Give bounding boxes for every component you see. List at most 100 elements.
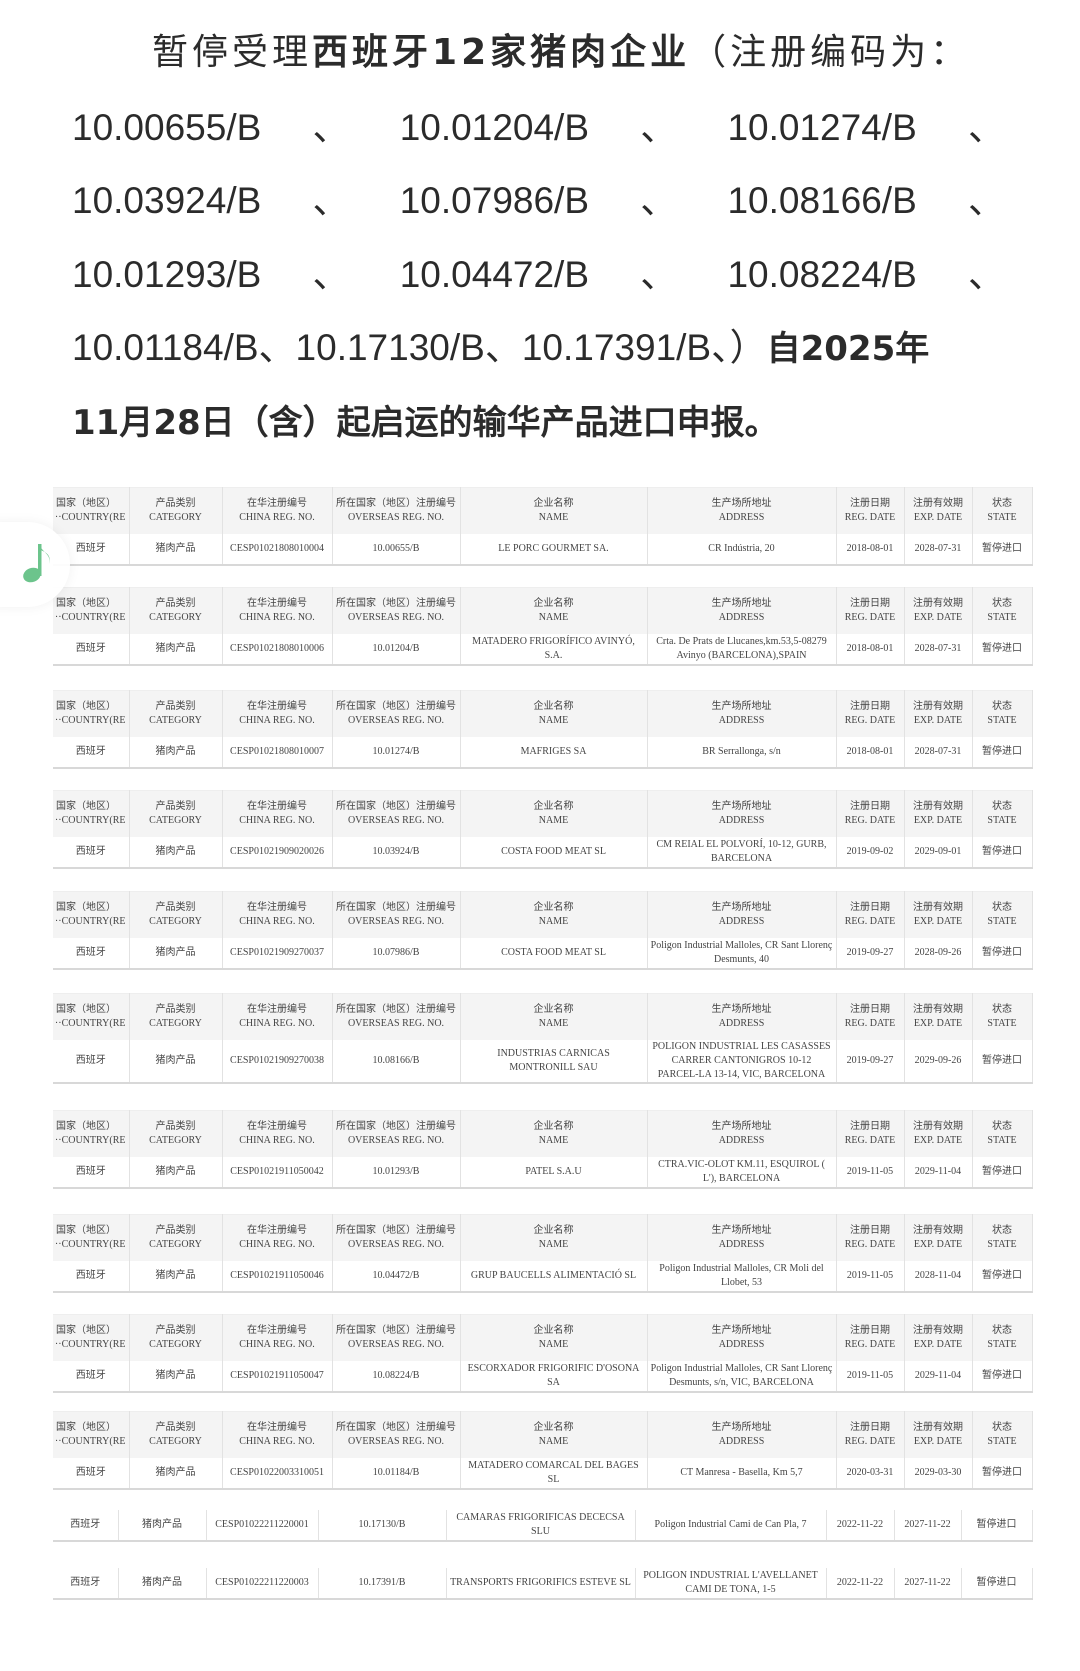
cell-name: MATADERO COMARCAL DEL BAGES SL (460, 1458, 648, 1489)
header-label-zh: 所在国家（地区）注册编号 (336, 1225, 456, 1236)
header-label-zh: 生产场所地址 (711, 1422, 772, 1433)
cell-china-reg-no: CESP01021909270038 (222, 1040, 333, 1083)
header-label-zh: 在华注册编号 (247, 1325, 307, 1336)
cell-name: GRUP BAUCELLS ALIMENTACIÓ SL (460, 1261, 648, 1292)
cell-exp-date: 2029-11-04 (904, 1157, 973, 1188)
cell-overseas-reg-no: 10.01274/B (332, 737, 461, 768)
header-label-en: STATE (987, 715, 1017, 726)
header-label-en: EXP. DATE (913, 1339, 963, 1350)
header-label-zh: 产品类别 (155, 1121, 196, 1132)
text-segment-bold: 自2025年 (766, 329, 930, 369)
enterprise-table: 国家（地区） COUNTRY(RE··· 产品类别 CATEGORY 在华注册编号 CHI… (53, 790, 1033, 869)
column-header-address: 生产场所地址 ADDRESS (647, 1214, 837, 1261)
cell-address: Poligon Industrial Malloles, CR Sant Llo… (647, 1361, 837, 1392)
enterprise-table: 国家（地区） COUNTRY(RE··· 产品类别 CATEGORY 在华注册编号 CHI… (53, 1314, 1033, 1393)
header-label-en: REG. DATE (844, 715, 896, 726)
header-label-en: NAME (538, 1436, 569, 1447)
header-label-en: COUNTRY(RE··· (56, 612, 126, 623)
column-header-category: 产品类别 CATEGORY (129, 993, 223, 1040)
reg-code: 10.07986/B (399, 180, 590, 221)
cell-reg-date: 2020-03-31 (836, 1458, 905, 1489)
column-header-china-reg-no: 在华注册编号 CHINA REG. NO. (222, 891, 333, 938)
cell-china-reg-no: CESP01021808010007 (222, 737, 333, 768)
header-label-en: COUNTRY(RE··· (56, 1339, 126, 1350)
header-label-en: COUNTRY(RE··· (56, 1018, 126, 1029)
header-label-en: CHINA REG. NO. (239, 1135, 315, 1146)
header-label-zh: 注册日期 (850, 498, 890, 509)
header-label-en: ADDRESS (718, 1018, 765, 1029)
header-label-en: REG. DATE (844, 815, 896, 826)
enterprise-table: 西班牙 猪肉产品 CESP01022211220003 10.17391/B TRANS… (53, 1568, 1033, 1600)
cell-china-reg-no: CESP01021808010004 (222, 534, 333, 565)
header-label-en: STATE (987, 1135, 1017, 1146)
header-label-en: REG. DATE (844, 1135, 896, 1146)
music-note-icon[interactable] (22, 540, 54, 584)
column-header-country: 国家（地区） COUNTRY(RE··· (53, 1110, 130, 1157)
header-label-en: OVERSEAS REG. NO. (347, 815, 445, 826)
header-label-en: OVERSEAS REG. NO. (347, 512, 445, 523)
cell-exp-date: 2027-11-22 (894, 1510, 962, 1541)
column-header-exp-date: 注册有效期 EXP. DATE (904, 993, 973, 1040)
header-label-en: COUNTRY(RE··· (56, 815, 126, 826)
column-header-country: 国家（地区） COUNTRY(RE··· (53, 1314, 130, 1361)
column-header-address: 生产场所地址 ADDRESS (647, 690, 837, 737)
header-label-zh: 注册有效期 (913, 902, 963, 913)
header-label-zh: 所在国家（地区）注册编号 (336, 1422, 456, 1433)
header-label-zh: 所在国家（地区）注册编号 (336, 801, 456, 812)
header-label-en: NAME (538, 612, 569, 623)
header-label-en: REG. DATE (844, 1436, 896, 1447)
column-header-name: 企业名称 NAME (460, 891, 648, 938)
header-label-en: OVERSEAS REG. NO. (347, 612, 445, 623)
separator: 、 (312, 180, 350, 221)
column-header-name: 企业名称 NAME (460, 587, 648, 634)
table-row: 西班牙 猪肉产品 CESP01021808010006 10.01204/B MATAD… (53, 634, 1033, 665)
enterprise-table: 国家（地区） COUNTRY(RE··· 产品类别 CATEGORY 在华注册编号 CHI… (53, 891, 1033, 970)
header-label-en: REG. DATE (844, 1339, 896, 1350)
cell-china-reg-no: CESP01021911050046 (222, 1261, 333, 1292)
cell-name: INDUSTRIAS CARNICAS MONTRONILL SAU (460, 1040, 648, 1083)
cell-reg-date: 2022-11-22 (826, 1568, 895, 1599)
table-row: 西班牙 猪肉产品 CESP01022211220003 10.17391/B TRANS… (53, 1568, 1033, 1599)
floating-music-button[interactable] (0, 522, 70, 607)
header-label-en: CATEGORY (149, 512, 202, 523)
column-header-country: 国家（地区） COUNTRY(RE··· (53, 690, 130, 737)
cell-name: MATADERO FRIGORÍFICO AVINYÓ, S.A. (460, 634, 648, 665)
cell-exp-date: 2028-09-26 (904, 938, 973, 969)
cell-overseas-reg-no: 10.01184/B (332, 1458, 461, 1489)
header-label-zh: 在华注册编号 (247, 1004, 307, 1015)
cell-category: 猪肉产品 (129, 1040, 223, 1083)
table-row: 西班牙 猪肉产品 CESP01022003310051 10.01184/B MATAD… (53, 1458, 1033, 1489)
cell-overseas-reg-no: 10.17391/B (318, 1568, 447, 1599)
header-label-en: COUNTRY(RE··· (56, 715, 126, 726)
column-header-reg-date: 注册日期 REG. DATE (836, 487, 905, 534)
header-label-en: CHINA REG. NO. (239, 1239, 315, 1250)
cell-state: 暂停进口 (972, 1040, 1033, 1083)
header-label-zh: 产品类别 (155, 1325, 196, 1336)
header-label-zh: 国家（地区） (56, 1121, 116, 1132)
header-label-en: CATEGORY (149, 1239, 202, 1250)
header-label-en: CHINA REG. NO. (239, 512, 315, 523)
reg-code: 10.08166/B (727, 180, 917, 221)
code-row-2: 10.03924/B 、 10.07986/B 、 10.08166/B 、 (72, 171, 1005, 231)
header-label-en: COUNTRY(RE··· (56, 512, 126, 523)
header-label-en: REG. DATE (844, 512, 896, 523)
header-label-en: NAME (538, 916, 569, 927)
table-header-row: 国家（地区） COUNTRY(RE··· 产品类别 CATEGORY 在华注册编号 CHI… (53, 487, 1033, 534)
header-label-en: CATEGORY (149, 815, 202, 826)
column-header-country: 国家（地区） COUNTRY(RE··· (53, 790, 130, 837)
cell-address: POLIGON INDUSTRIAL L'AVELLANET CAMI DE T… (635, 1568, 827, 1599)
table-row: 西班牙 猪肉产品 CESP01021911050047 10.08224/B ESCOR… (53, 1361, 1033, 1392)
header-label-en: COUNTRY(RE··· (56, 1135, 126, 1146)
header-label-en: ADDRESS (718, 1135, 765, 1146)
column-header-state: 状态 STATE (972, 1110, 1033, 1157)
header-label-en: COUNTRY(RE··· (56, 916, 126, 927)
cell-name: CAMARAS FRIGORIFICAS DECECSA SLU (446, 1510, 636, 1541)
table-row: 西班牙 猪肉产品 CESP01021909270037 10.07986/B COSTA… (53, 938, 1033, 969)
column-header-reg-date: 注册日期 REG. DATE (836, 1214, 905, 1261)
column-header-overseas-reg-no: 所在国家（地区）注册编号 OVERSEAS REG. NO. (332, 993, 461, 1040)
header-label-en: EXP. DATE (913, 512, 963, 523)
enterprise-table: 国家（地区） COUNTRY(RE··· 产品类别 CATEGORY 在华注册编号 CHI… (53, 587, 1033, 666)
column-header-exp-date: 注册有效期 EXP. DATE (904, 690, 973, 737)
cell-category: 猪肉产品 (129, 837, 223, 868)
table-row: 西班牙 猪肉产品 CESP01021909270038 10.08166/B INDUS… (53, 1040, 1033, 1083)
